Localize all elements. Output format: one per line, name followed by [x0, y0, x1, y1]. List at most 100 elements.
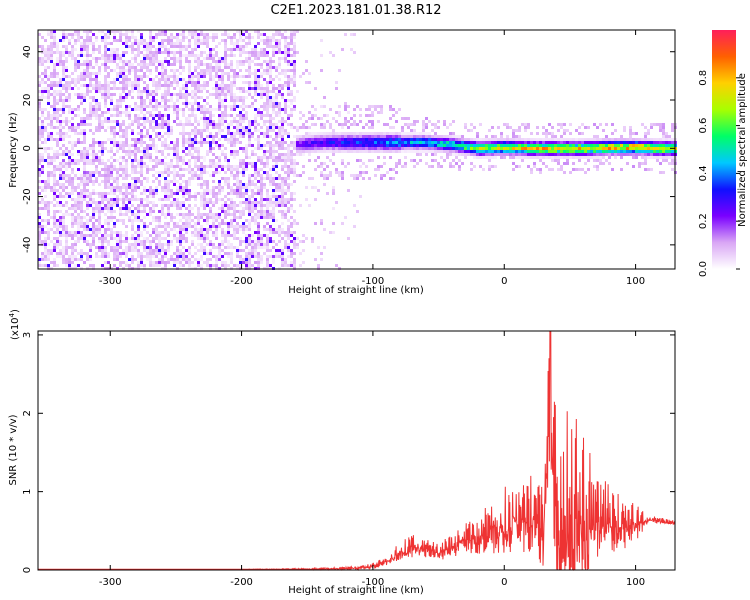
- heatmap-cell: [185, 231, 188, 234]
- heatmap-cell: [227, 159, 230, 162]
- heatmap-cell: [104, 39, 107, 42]
- heatmap-cell: [380, 135, 383, 138]
- heatmap-cell: [158, 102, 161, 105]
- heatmap-cell: [260, 204, 263, 207]
- heatmap-cell: [200, 111, 203, 114]
- heatmap-cell: [107, 255, 110, 258]
- heatmap-cell: [299, 174, 302, 177]
- heatmap-cell: [152, 201, 155, 204]
- heatmap-cell: [38, 180, 41, 183]
- heatmap-cell: [443, 159, 446, 162]
- heatmap-cell: [284, 72, 287, 75]
- heatmap-cell: [98, 219, 101, 222]
- heatmap-cell: [338, 114, 341, 117]
- heatmap-cell: [296, 144, 299, 147]
- heatmap-cell: [377, 105, 380, 108]
- heatmap-cell: [125, 36, 128, 39]
- heatmap-cell: [68, 51, 71, 54]
- heatmap-cell: [215, 81, 218, 84]
- heatmap-cell: [368, 147, 371, 150]
- heatmap-cell: [152, 96, 155, 99]
- heatmap-cell: [137, 186, 140, 189]
- heatmap-cell: [89, 111, 92, 114]
- heatmap-cell: [335, 264, 338, 267]
- heatmap-cell: [152, 192, 155, 195]
- heatmap-cell: [59, 225, 62, 228]
- heatmap-cell: [86, 33, 89, 36]
- heatmap-cell: [122, 87, 125, 90]
- heatmap-cell: [149, 192, 152, 195]
- heatmap-cell: [89, 246, 92, 249]
- heatmap-cell: [143, 162, 146, 165]
- heatmap-cell: [62, 63, 65, 66]
- heatmap-cell: [152, 240, 155, 243]
- heatmap-cell: [317, 144, 320, 147]
- heatmap-cell: [143, 147, 146, 150]
- heatmap-cell: [293, 42, 296, 45]
- heatmap-cell: [281, 156, 284, 159]
- heatmap-cell: [104, 207, 107, 210]
- heatmap-cell: [74, 93, 77, 96]
- heatmap-cell: [281, 237, 284, 240]
- heatmap-cell: [101, 141, 104, 144]
- heatmap-cell: [227, 132, 230, 135]
- heatmap-cell: [104, 96, 107, 99]
- heatmap-cell: [245, 114, 248, 117]
- heatmap-cell: [65, 228, 68, 231]
- heatmap-cell: [65, 210, 68, 213]
- heatmap-cell: [386, 132, 389, 135]
- heatmap-cell: [71, 51, 74, 54]
- heatmap-cell: [68, 42, 71, 45]
- heatmap-cell: [437, 147, 440, 150]
- heatmap-cell: [179, 66, 182, 69]
- heatmap-cell: [140, 51, 143, 54]
- heatmap-cell: [200, 198, 203, 201]
- heatmap-cell: [113, 48, 116, 51]
- heatmap-cell: [200, 186, 203, 189]
- heatmap-cell: [98, 249, 101, 252]
- heatmap-cell: [56, 264, 59, 267]
- heatmap-cell: [284, 84, 287, 87]
- heatmap-cell: [161, 39, 164, 42]
- heatmap-cell: [188, 210, 191, 213]
- heatmap-cell: [401, 132, 404, 135]
- heatmap-cell: [83, 60, 86, 63]
- heatmap-cell: [245, 192, 248, 195]
- heatmap-cell: [272, 99, 275, 102]
- heatmap-cell: [155, 216, 158, 219]
- heatmap-cell: [281, 192, 284, 195]
- heatmap-cell: [290, 204, 293, 207]
- heatmap-cell: [266, 258, 269, 261]
- heatmap-cell: [167, 174, 170, 177]
- heatmap-cell: [380, 111, 383, 114]
- heatmap-cell: [401, 135, 404, 138]
- heatmap-cell: [119, 105, 122, 108]
- heatmap-cell: [194, 108, 197, 111]
- heatmap-cell: [233, 210, 236, 213]
- heatmap-cell: [377, 168, 380, 171]
- heatmap-cell: [221, 84, 224, 87]
- heatmap-cell: [137, 228, 140, 231]
- heatmap-cell: [125, 84, 128, 87]
- heatmap-cell: [53, 90, 56, 93]
- heatmap-cell: [77, 96, 80, 99]
- heatmap-cell: [200, 255, 203, 258]
- heatmap-cell: [392, 132, 395, 135]
- heatmap-cell: [113, 126, 116, 129]
- heatmap-cell: [248, 138, 251, 141]
- heatmap-cell: [260, 147, 263, 150]
- heatmap-cell: [128, 153, 131, 156]
- heatmap-cell: [56, 42, 59, 45]
- heatmap-cell: [212, 174, 215, 177]
- heatmap-cell: [107, 234, 110, 237]
- heatmap-cell: [77, 114, 80, 117]
- heatmap-cell: [176, 207, 179, 210]
- heatmap-cell: [239, 87, 242, 90]
- heatmap-cell: [317, 141, 320, 144]
- heatmap-cell: [218, 147, 221, 150]
- heatmap-cell: [182, 93, 185, 96]
- heatmap-cell: [146, 132, 149, 135]
- heatmap-cell: [116, 198, 119, 201]
- heatmap-cell: [251, 180, 254, 183]
- heatmap-cell: [218, 249, 221, 252]
